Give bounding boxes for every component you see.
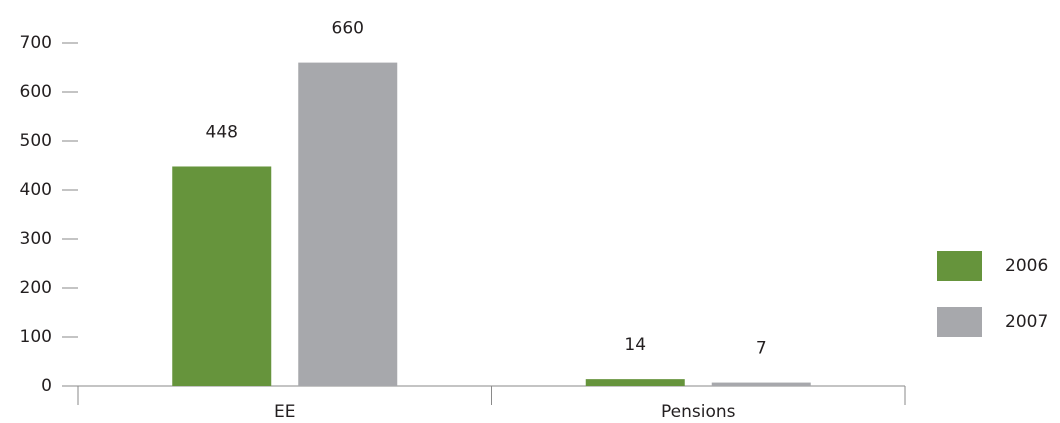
- y-tick-label: 600: [20, 82, 52, 102]
- value-label: 7: [756, 339, 767, 359]
- legend-label: 2007: [1005, 312, 1048, 332]
- x-tick-label: Pensions: [661, 402, 736, 422]
- y-tick-label: 0: [41, 376, 52, 396]
- y-tick-label: 100: [20, 327, 52, 347]
- legend-swatch: [937, 307, 982, 337]
- bar: [172, 166, 272, 386]
- y-tick-label: 500: [20, 131, 52, 151]
- legend-label: 2006: [1005, 256, 1048, 276]
- value-label: 660: [332, 19, 364, 39]
- y-tick-label: 300: [20, 229, 52, 249]
- legend-swatch: [937, 251, 982, 281]
- y-tick-label: 700: [20, 33, 52, 53]
- value-label: 14: [624, 335, 646, 355]
- y-tick-label: 200: [20, 278, 52, 298]
- x-tick-label: EE: [274, 402, 295, 422]
- value-label: 448: [206, 122, 238, 142]
- bar: [711, 382, 811, 386]
- bar: [298, 62, 398, 386]
- y-tick-label: 400: [20, 180, 52, 200]
- bar: [585, 379, 685, 386]
